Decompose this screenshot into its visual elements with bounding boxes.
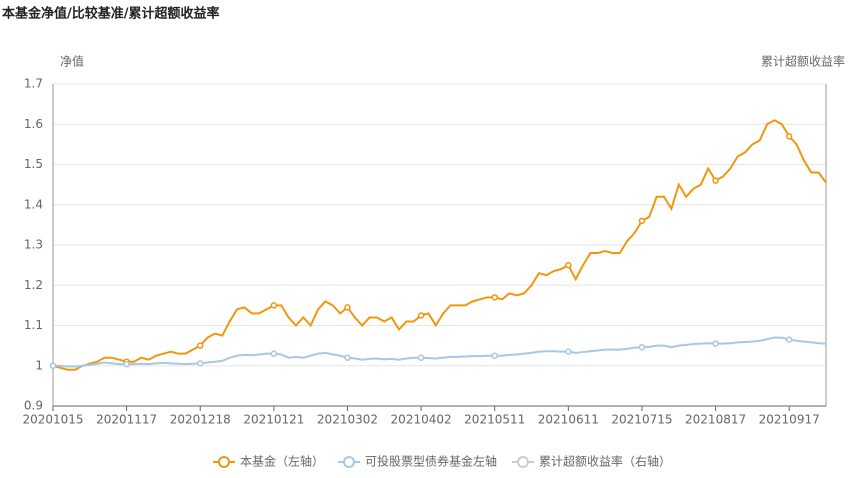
point-marker xyxy=(123,360,130,368)
y-tick-label: 0.9 xyxy=(24,399,43,413)
x-tick-label: 20201015 xyxy=(22,413,83,427)
x-tick-label: 20210817 xyxy=(685,413,746,427)
y-tick-label: 1.1 xyxy=(24,318,43,332)
x-tick-label: 20210917 xyxy=(759,413,820,427)
y-tick-label: 1.7 xyxy=(24,77,43,91)
y-tick-label: 1.5 xyxy=(24,157,43,171)
x-tick-label: 20201117 xyxy=(96,413,157,427)
legend-marker xyxy=(517,456,529,468)
point-marker xyxy=(344,354,351,361)
point-marker xyxy=(417,354,425,361)
y-axis-label: 净值 xyxy=(60,54,84,69)
y-tick-label: 1.2 xyxy=(24,278,43,292)
x-tick-label: 20210611 xyxy=(538,413,599,427)
point-marker xyxy=(638,343,646,351)
y-tick-label: 1.6 xyxy=(24,117,43,131)
point-marker xyxy=(49,362,57,369)
x-tick-label: 20210302 xyxy=(317,413,378,427)
legend-label: 本基金（左轴） xyxy=(240,454,324,469)
x-tick-label: 20210121 xyxy=(243,413,304,427)
point-marker xyxy=(712,177,719,184)
y2-axis-label: 累计超额收益率 xyxy=(761,54,845,69)
x-tick-label: 20201218 xyxy=(170,413,231,427)
y-tick-label: 1.4 xyxy=(24,197,43,211)
point-marker xyxy=(270,350,278,357)
x-tick-label: 20210402 xyxy=(391,413,452,427)
point-marker xyxy=(270,302,278,309)
point-marker xyxy=(196,360,204,367)
point-marker xyxy=(785,133,793,140)
point-marker xyxy=(344,304,351,311)
legend-label: 可投股票型债券基金左轴 xyxy=(365,454,497,469)
y-tick-label: 1.3 xyxy=(24,238,43,252)
point-marker xyxy=(638,217,646,225)
point-marker xyxy=(417,312,425,319)
legend-marker xyxy=(343,456,355,468)
point-marker xyxy=(491,352,498,359)
series-line xyxy=(53,336,827,368)
point-marker xyxy=(565,261,572,269)
y-tick-label: 1 xyxy=(35,358,43,372)
point-marker xyxy=(712,340,719,347)
point-marker xyxy=(491,294,498,301)
legend-label: 累计超额收益率（右轴） xyxy=(539,454,671,469)
point-marker xyxy=(196,342,204,349)
x-tick-label: 20210511 xyxy=(464,413,525,427)
chart-title: 本基金净值/比较基准/累计超额收益率 xyxy=(2,6,220,22)
x-tick-label: 20210715 xyxy=(611,413,672,427)
point-marker xyxy=(565,348,572,355)
series-line xyxy=(52,119,827,371)
legend-marker xyxy=(218,456,230,468)
point-marker xyxy=(785,336,793,343)
